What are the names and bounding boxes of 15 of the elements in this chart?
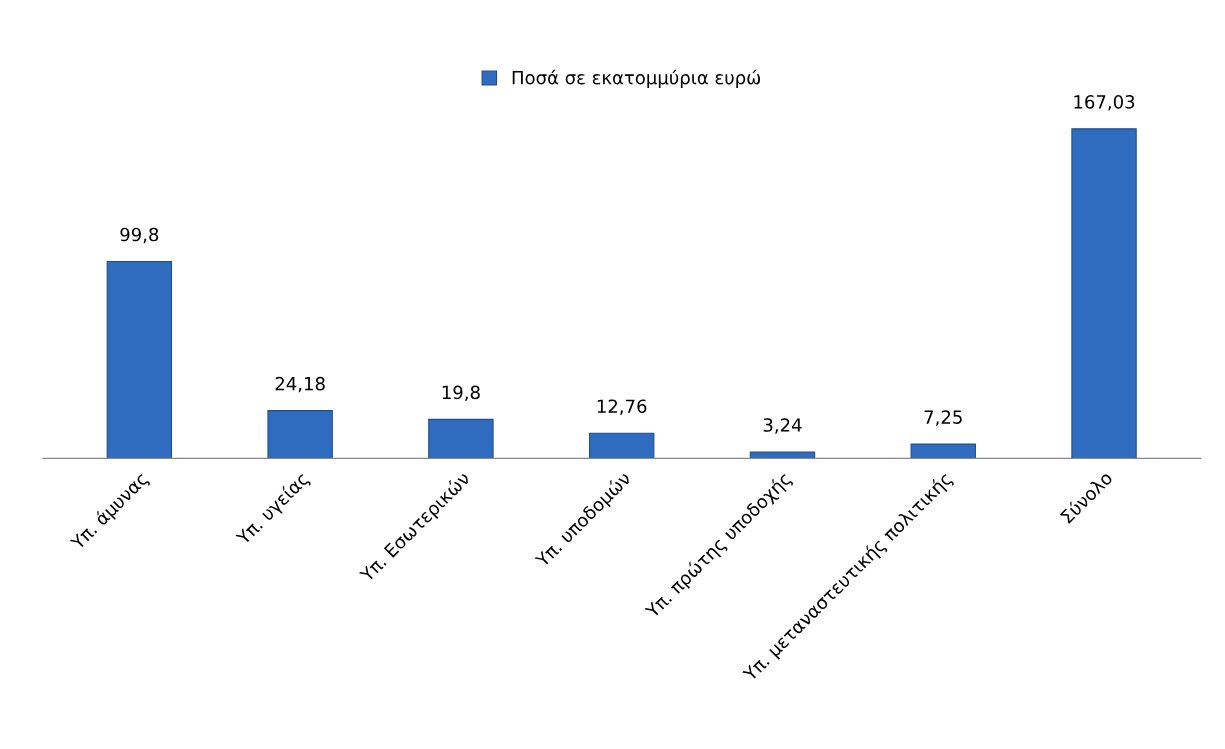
data-label: 7,25 (924, 410, 962, 426)
data-label: 12,76 (597, 399, 647, 415)
bar (749, 451, 816, 459)
bar (428, 418, 494, 459)
bar (267, 410, 333, 459)
data-label: 19,8 (442, 385, 480, 401)
bar (588, 432, 655, 459)
data-label: 99,8 (120, 227, 159, 244)
data-label: 167,03 (1074, 95, 1135, 111)
bar (1071, 128, 1137, 459)
bar (106, 260, 173, 459)
data-label: 3,24 (763, 418, 802, 434)
legend-label: Ποσά σε εκατομμύρια ευρώ (512, 69, 761, 88)
bar (910, 443, 976, 459)
data-label: 24,18 (275, 376, 325, 393)
